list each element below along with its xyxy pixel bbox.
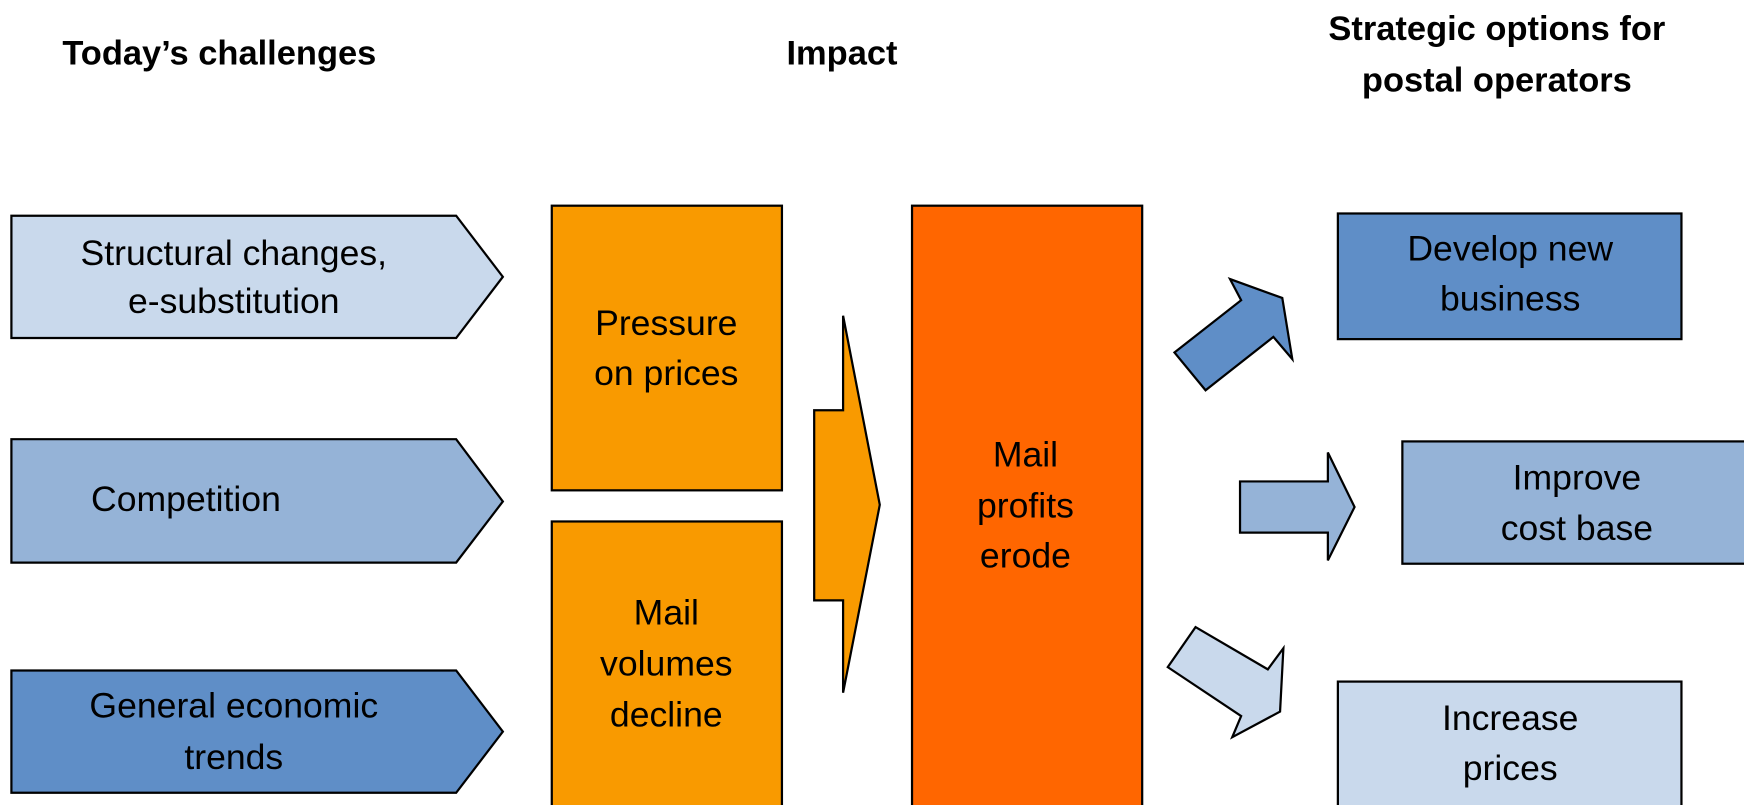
challenge-label: General economic [89, 686, 378, 726]
challenge-label: Structural changes, [81, 233, 388, 273]
impact-label: decline [610, 695, 723, 735]
impact-arrow [813, 315, 881, 693]
challenge-box [10, 669, 505, 794]
option-box [1336, 680, 1683, 805]
column-header: Impact [786, 35, 898, 73]
option-box [1336, 212, 1683, 341]
result-box [910, 204, 1144, 805]
column-header: postal operators [1362, 61, 1632, 99]
challenge-label: e-substitution [128, 281, 340, 321]
impact-label: on prices [594, 353, 738, 393]
challenge-label: Competition [91, 479, 281, 519]
result-label: profits [977, 486, 1074, 526]
challenge-box [10, 438, 505, 564]
option-label: prices [1463, 748, 1558, 788]
impact-label: Pressure [595, 303, 737, 343]
impact-label: Mail [634, 592, 699, 632]
challenge-box [10, 214, 505, 340]
impact-box [550, 520, 784, 805]
option-arrow [1172, 277, 1295, 392]
result-label: erode [980, 536, 1071, 576]
impact-box [550, 204, 784, 492]
option-label: business [1440, 279, 1580, 319]
option-label: Improve [1513, 458, 1642, 498]
result-label: Mail [993, 434, 1058, 474]
option-label: Increase [1442, 698, 1578, 738]
challenge-label: trends [184, 737, 283, 777]
impact-label: volumes [600, 643, 732, 683]
column-header: Today’s challenges [62, 35, 376, 73]
option-arrow [1238, 452, 1356, 561]
option-arrow [1166, 625, 1285, 740]
option-label: cost base [1501, 508, 1653, 548]
option-label: Develop new [1407, 229, 1613, 269]
column-header: Strategic options for [1328, 10, 1665, 48]
option-box [1401, 440, 1744, 565]
